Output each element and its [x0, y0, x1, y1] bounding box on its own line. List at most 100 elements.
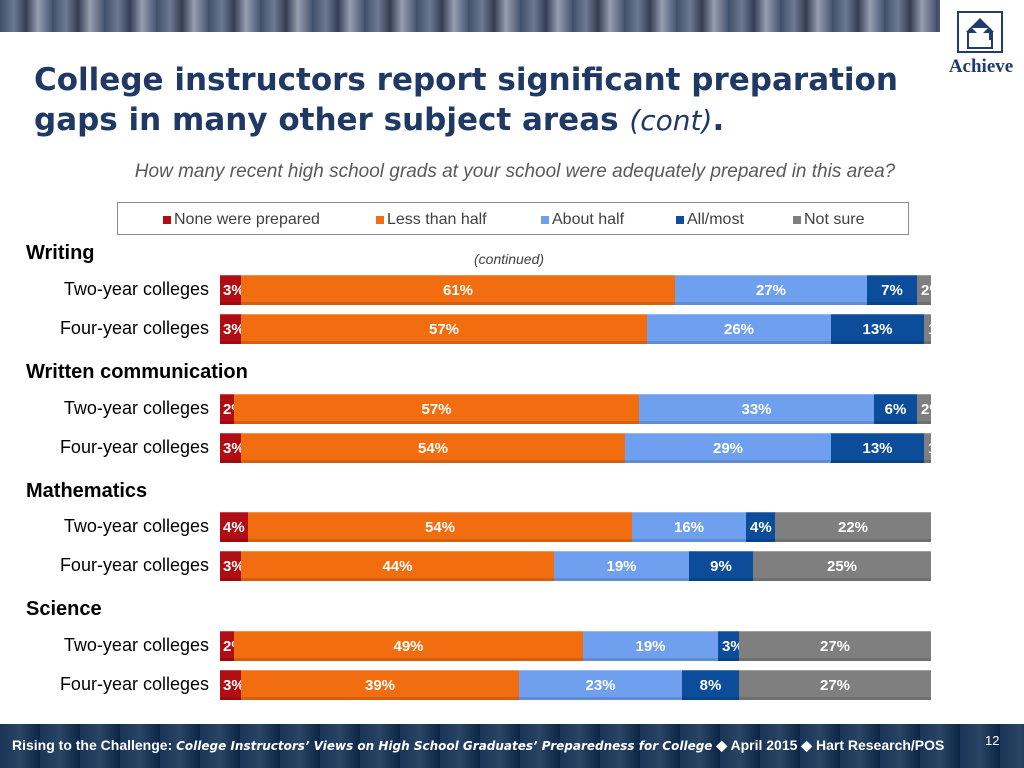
bar-segment-none	[220, 631, 234, 661]
stacked-bar: 3% 54% 29% 13% 1%	[220, 433, 950, 463]
bar-segment-all	[874, 394, 917, 424]
legend-item-about: About half	[541, 211, 624, 229]
section-label-written-communication: Written communication	[26, 361, 248, 383]
title-period: .	[712, 102, 725, 138]
bar-segment-about	[639, 394, 874, 424]
header-photo-banner	[0, 0, 940, 32]
legend-item-none: None were prepared	[163, 211, 320, 229]
continued-note: (continued)	[474, 251, 545, 267]
data-label: 22%	[837, 519, 869, 536]
legend-item-less: Less than half	[376, 211, 487, 229]
data-label: 49%	[393, 638, 424, 655]
row-label: Four-year colleges	[59, 437, 209, 457]
bar-segment-notsure	[739, 631, 931, 661]
legend-swatch-about	[541, 216, 549, 224]
bar-segment-about	[632, 512, 746, 542]
footer-bar: Rising to the Challenge: College Instruc…	[0, 724, 1024, 768]
row-label: Two-year colleges	[63, 398, 209, 418]
data-label: 44%	[382, 558, 413, 575]
data-label: 2%	[921, 282, 943, 299]
bar-segment-none	[220, 314, 241, 344]
data-label: 4%	[750, 519, 772, 536]
logo-icon	[957, 11, 1003, 53]
bar-segment-about	[583, 631, 718, 661]
row-label: Four-year colleges	[59, 318, 209, 338]
data-label: 3%	[223, 282, 245, 299]
legend-label-none: None were prepared	[174, 211, 320, 228]
page-title: College instructors report significant p…	[34, 60, 914, 141]
data-label: 13%	[862, 321, 893, 338]
legend-item-notsure: Not sure	[793, 211, 864, 229]
bar-segment-notsure	[924, 433, 931, 463]
bar-segment-notsure	[917, 394, 931, 424]
bar-segment-none	[220, 433, 241, 463]
data-label: 57%	[421, 401, 452, 418]
bar-segment-about	[647, 314, 831, 344]
bar-segment-about	[625, 433, 831, 463]
stacked-bar: 3% 61% 27% 7% 2%	[220, 275, 943, 305]
legend-label-notsure: Not sure	[804, 211, 865, 228]
bar-segment-less	[241, 670, 519, 700]
survey-question: How many recent high school grads at you…	[134, 161, 896, 182]
legend-swatch-all	[676, 216, 684, 224]
data-label: 57%	[428, 321, 460, 338]
data-label: 7%	[881, 282, 903, 299]
bar-segment-less	[241, 433, 625, 463]
row-label: Two-year colleges	[63, 279, 209, 299]
data-label: 19%	[635, 638, 666, 655]
row-label: Two-year colleges	[63, 516, 209, 536]
row-label: Four-year colleges	[59, 674, 209, 694]
bar-segment-none	[220, 275, 241, 305]
title-line2: gaps in many other subject areas	[34, 102, 630, 138]
data-label: 3%	[722, 638, 744, 655]
bar-segment-all	[831, 433, 924, 463]
bar-segment-all	[831, 314, 924, 344]
bar-segment-none	[220, 670, 241, 700]
footer-subtitle: College Instructors’ Views on High Schoo…	[176, 739, 713, 753]
legend-swatch-less	[376, 216, 384, 224]
bar-segment-all	[682, 670, 739, 700]
logo-text: Achieve	[948, 56, 1014, 77]
bar-segment-none	[220, 512, 248, 542]
footer-separator-1: ◆	[712, 737, 731, 753]
data-label: 2%	[921, 401, 943, 418]
row-label: Two-year colleges	[63, 635, 209, 655]
page-number: 12	[985, 733, 1000, 748]
legend-label-all: All/most	[687, 211, 744, 228]
footer-citation: Rising to the Challenge: College Instruc…	[12, 737, 944, 754]
data-label: 29%	[712, 440, 744, 457]
data-label: 26%	[723, 321, 755, 338]
data-label: 4%	[223, 519, 245, 536]
data-label: 27%	[819, 677, 851, 694]
bar-segment-less	[234, 631, 583, 661]
title-line1: College instructors report significant p…	[34, 62, 898, 98]
bar-segment-all	[867, 275, 917, 305]
bar-segment-about	[519, 670, 682, 700]
bar-segment-notsure	[917, 275, 931, 305]
footer-photo-strip	[0, 724, 1024, 768]
stacked-bar: 4% 54% 16% 4% 22%	[220, 512, 931, 542]
bar-segment-less	[241, 314, 647, 344]
footer-source: Hart Research/POS	[815, 737, 945, 753]
bar-segment-less	[241, 551, 554, 581]
legend-item-all: All/most	[676, 211, 744, 229]
legend-label-less: Less than half	[387, 211, 487, 228]
bar-segment-less	[248, 512, 632, 542]
data-label: 33%	[741, 401, 772, 418]
section-label-science: Science	[26, 598, 102, 620]
bar-segment-notsure	[753, 551, 931, 581]
stacked-bar: 3% 57% 26% 13% 1%	[220, 314, 950, 344]
legend-swatch-notsure	[793, 216, 801, 224]
stacked-bar: 2%57%33%6%2%	[220, 394, 943, 424]
bar-segment-about	[554, 551, 689, 581]
data-label: 3%	[223, 440, 245, 457]
data-label: 54%	[417, 440, 449, 457]
data-label: 3%	[223, 321, 245, 338]
bar-segment-notsure	[775, 512, 931, 542]
data-label: 27%	[819, 638, 851, 655]
data-label: 1%	[928, 321, 950, 338]
data-label: 9%	[710, 558, 732, 575]
data-label: 61%	[442, 282, 474, 299]
data-label: 3%	[223, 677, 245, 694]
data-label: 16%	[673, 519, 705, 536]
